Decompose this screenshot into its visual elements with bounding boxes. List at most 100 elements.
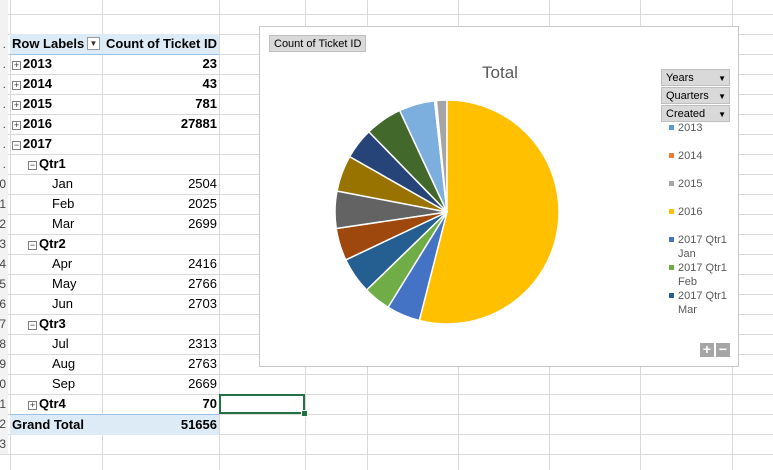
row-number[interactable]: 1 [0,194,8,214]
row-number[interactable]: . [0,134,8,154]
pivot-row-label: Feb [52,196,75,211]
pivot-row-label-wrap: +2016 [12,114,52,134]
zoom-in-button[interactable]: + [700,342,714,357]
pivot-row-label: Jan [52,176,73,191]
collapse-icon[interactable]: − [12,140,21,150]
pivot-row: Aug 2763 [10,354,219,374]
pivot-row-value: 2763 [188,356,217,371]
row-labels-filter-dropdown-icon[interactable]: ▼ [87,37,100,50]
legend-swatch [669,181,674,186]
legend-label: 2017 Qtr1 Jan [678,234,727,260]
row-number[interactable]: 7 [0,314,8,334]
row-number[interactable]: . [0,74,8,94]
legend-label: 2017 Qtr1 Mar [678,290,727,316]
pivot-row-label-wrap: + Qtr4 [28,394,66,414]
collapse-icon[interactable]: − [28,240,37,250]
row-number[interactable]: . [0,94,8,114]
pie-slice-2016[interactable] [418,99,560,325]
expand-icon[interactable]: + [28,400,37,410]
chevron-down-icon: ▼ [718,74,726,83]
pivot-row-label: Qtr2 [39,236,66,251]
row-number[interactable]: . [0,34,8,54]
pivot-row-value: 2699 [188,216,217,231]
zoom-out-button[interactable]: − [716,342,730,357]
pivot-row-label: Sep [52,376,76,391]
row-number[interactable]: 6 [0,294,8,314]
years-label: Years [666,72,694,84]
pivot-row: − Qtr3 [10,314,219,334]
quarters-field-button[interactable]: Quarters ▼ [661,87,730,104]
pivot-row-label: Mar [52,216,75,231]
pivot-row-label: 2017 [23,136,52,151]
pivot-row-label-wrap: +2014 [12,74,52,94]
pivot-row-label-wrap: Jan [52,174,73,194]
pivot-row-label: 2014 [23,76,52,91]
chevron-down-icon: ▼ [718,92,726,101]
pivot-row-label: Qtr1 [39,156,66,171]
pivot-row-label: Apr [52,256,73,271]
row-number[interactable]: 9 [0,354,8,374]
pivot-row-label-wrap: May [52,274,77,294]
row-number[interactable]: . [0,154,8,174]
row-number[interactable]: 2 [0,414,8,434]
row-number[interactable]: 4 [0,254,8,274]
expand-icon[interactable]: + [12,60,21,70]
pivot-row: +2013 23 [10,54,219,74]
legend-label: 2017 Qtr1 Feb [678,262,727,288]
value-field-button[interactable]: Count of Ticket ID [269,35,367,52]
row-number[interactable]: 2 [0,214,8,234]
expand-icon[interactable]: + [12,100,21,110]
row-number[interactable]: . [0,114,8,134]
collapse-icon[interactable]: − [28,320,37,330]
quarters-label: Quarters [666,90,709,102]
pivot-row-label: Qtr4 [39,396,66,411]
pivot-row-label: Aug [52,356,76,371]
years-field-button[interactable]: Years ▼ [661,69,730,86]
pivot-row-value: 2313 [188,336,217,351]
pivot-row: +2016 27881 [10,114,219,134]
legend-swatch [669,153,674,158]
row-number[interactable]: 8 [0,334,8,354]
pivot-chart[interactable]: Count of Ticket ID Total Years ▼ Quarters… [259,26,739,367]
row-number[interactable]: 0 [0,374,8,394]
pivot-row-label-wrap: Sep [52,374,75,394]
legend-swatch [669,265,674,270]
legend-label: 2013 [678,122,703,134]
pivot-row-label-wrap: Jun [52,294,73,314]
legend-label: 2015 [678,178,703,190]
pivot-row-label: Qtr3 [39,316,66,331]
created-label: Created [666,108,706,120]
legend-swatch [669,209,674,214]
pivot-row-label: 2016 [23,116,52,131]
row-number[interactable]: 3 [0,434,8,454]
pivot-row: Feb 2025 [10,194,219,214]
pivot-row: + Qtr4 70 [10,394,219,414]
expand-icon[interactable]: + [12,80,21,90]
pivot-row: Jun 2703 [10,294,219,314]
collapse-icon[interactable]: − [28,160,37,170]
legend-swatch [669,293,674,298]
pivot-row-value: 2416 [188,256,217,271]
pivot-row-label-wrap: − Qtr3 [28,314,66,334]
pie-slice-2017-qtr4[interactable] [433,99,448,213]
row-number[interactable]: 0 [0,174,8,194]
row-number[interactable] [0,0,8,14]
pivot-header-row: Row Labels ▼ Count of Ticket ID [10,34,219,55]
pivot-row-label-wrap: +2013 [12,54,52,74]
grand-total-value: 51656 [180,417,217,432]
row-number[interactable]: 3 [0,234,8,254]
created-field-button[interactable]: Created ▼ [661,105,730,122]
row-number[interactable]: 1 [0,394,8,414]
pivot-row-value: 43 [202,76,217,91]
fill-handle[interactable] [301,410,308,417]
pivot-row: +2015 781 [10,94,219,114]
selected-cell[interactable] [219,394,305,414]
expand-icon[interactable]: + [12,120,21,130]
row-number[interactable] [0,14,8,34]
row-number[interactable]: . [0,54,8,74]
pivot-row-value: 2025 [188,196,217,211]
pivot-row-label: 2015 [23,96,52,111]
pivot-row: − Qtr1 [10,154,219,174]
row-number[interactable]: 5 [0,274,8,294]
pie-plot-area [334,99,560,325]
